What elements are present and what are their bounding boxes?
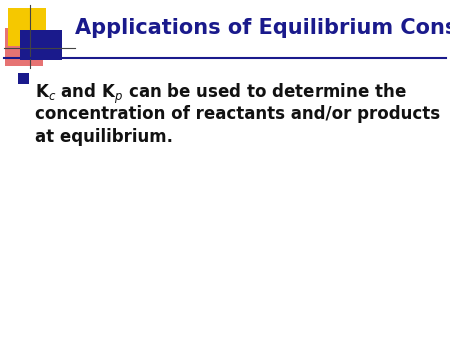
FancyBboxPatch shape (18, 73, 29, 84)
Text: concentration of reactants and/or products: concentration of reactants and/or produc… (35, 105, 440, 123)
Text: Applications of Equilibrium Constants: Applications of Equilibrium Constants (75, 18, 450, 38)
FancyBboxPatch shape (20, 30, 62, 60)
Text: at equilibrium.: at equilibrium. (35, 128, 173, 146)
FancyBboxPatch shape (5, 28, 43, 66)
FancyBboxPatch shape (8, 8, 46, 46)
Text: K$_{c}$ and K$_{p}$ can be used to determine the: K$_{c}$ and K$_{p}$ can be used to deter… (35, 82, 406, 106)
